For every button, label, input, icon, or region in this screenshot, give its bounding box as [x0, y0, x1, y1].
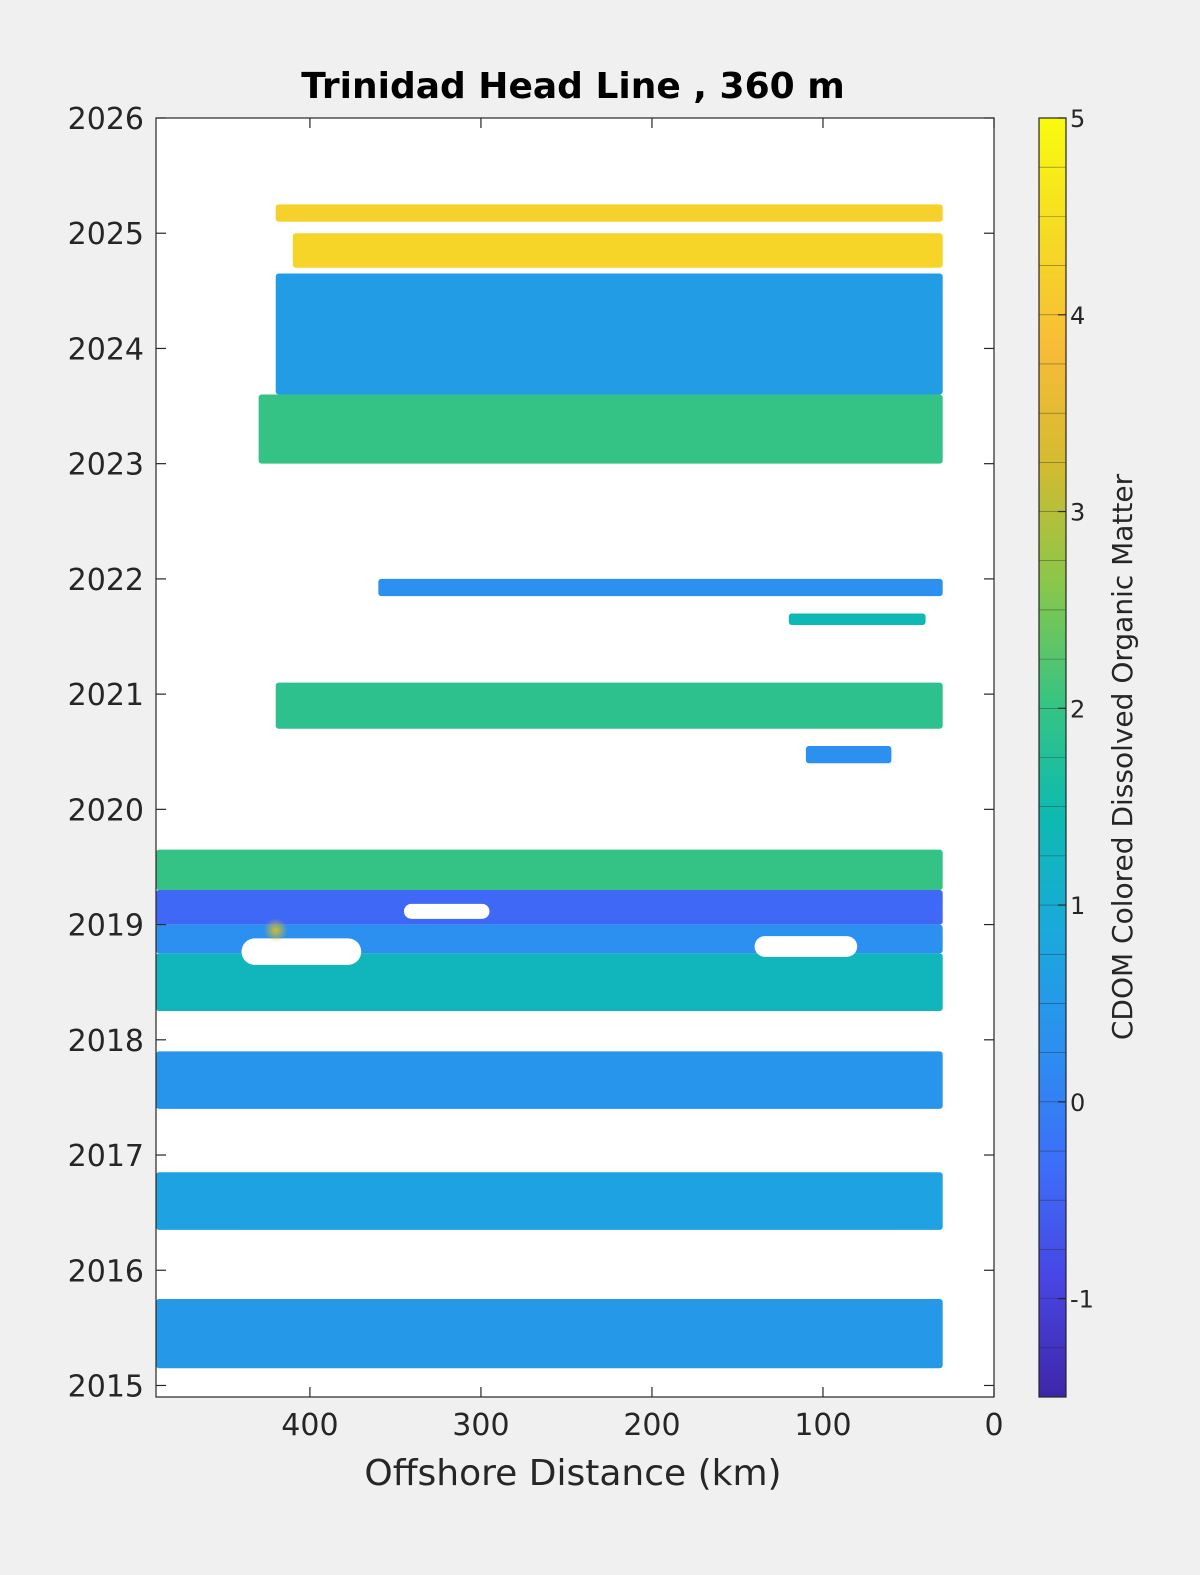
x-tick-label: 200: [623, 1408, 680, 1443]
colorbar-tick-label: -1: [1070, 1286, 1094, 1314]
data-band: [378, 578, 943, 597]
data-gap: [403, 903, 490, 919]
y-tick-label: 2022: [68, 563, 144, 598]
y-tick-label: 2025: [68, 217, 144, 252]
data-band: [805, 745, 892, 764]
y-tick-label: 2018: [68, 1024, 144, 1059]
annotations: [263, 918, 288, 943]
x-axis-ticks: 400 300 200 100 0: [281, 118, 1004, 1443]
y-tick-label: 2023: [68, 448, 144, 483]
data-band: [156, 849, 943, 891]
y-tick-label: 2026: [68, 102, 144, 137]
y-tick-label: 2016: [68, 1254, 144, 1289]
x-tick-label: 100: [794, 1408, 851, 1443]
y-tick-label: 2019: [68, 909, 144, 944]
x-tick-label: 300: [452, 1408, 509, 1443]
x-tick-label: 400: [281, 1408, 338, 1443]
colorbar-label: CDOM Colored Dissolved Organic Matter: [1106, 473, 1139, 1040]
colorbar-ticks: -1 0 1 2 3 4 5: [1039, 105, 1094, 1349]
data-gap: [754, 936, 858, 957]
y-axis-ticks: 2015 2016 2017 2018 2019 2020 2021 2022 2023 2024…: [68, 102, 994, 1404]
y-tick-label: 2021: [68, 678, 144, 713]
colorbar-tick-label: 1: [1070, 892, 1085, 920]
colorbar-tick-label: 5: [1070, 105, 1085, 133]
data-band: [156, 1172, 943, 1230]
data-band: [156, 890, 943, 925]
data-gap: [241, 938, 362, 965]
colorbar-frame: [1038, 117, 1067, 1398]
chart-title: Trinidad Head Line , 360 m: [301, 66, 844, 107]
data-band: [292, 233, 943, 268]
y-tick-label: 2020: [68, 793, 144, 828]
data-band: [156, 1299, 943, 1369]
data-band: [275, 682, 943, 729]
data-band: [156, 1051, 943, 1109]
data-band: [258, 394, 943, 464]
colorbar-tick-label: 0: [1070, 1089, 1085, 1117]
colorbar-tick-label: 4: [1070, 302, 1085, 330]
hotspot-mark: [263, 918, 288, 943]
y-tick-label: 2015: [68, 1369, 144, 1404]
data-bands: [156, 204, 943, 1369]
plot-frame: [155, 117, 995, 1398]
colorbar-tick-label: 3: [1070, 499, 1085, 527]
x-axis-label: Offshore Distance (km): [364, 1453, 781, 1494]
y-tick-label: 2017: [68, 1139, 144, 1174]
y-tick-label: 2024: [68, 332, 144, 367]
data-band: [788, 613, 926, 625]
data-band: [275, 204, 943, 222]
data-gaps: [241, 903, 858, 965]
x-tick-label: 0: [984, 1408, 1003, 1443]
data-band: [275, 273, 943, 395]
data-band: [156, 953, 943, 1011]
colorbar-tick-label: 2: [1070, 695, 1085, 723]
